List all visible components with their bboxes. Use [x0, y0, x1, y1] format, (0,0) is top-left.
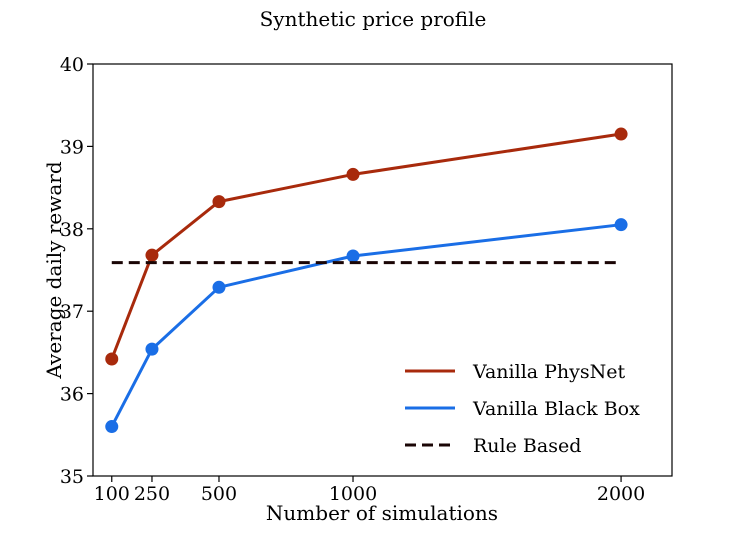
data-point-vanilla-physnet: [212, 195, 226, 209]
data-point-vanilla-physnet: [614, 127, 628, 141]
x-tick-label: 500: [201, 483, 237, 505]
x-tick-label: 100: [94, 483, 130, 505]
y-tick-label: 36: [60, 384, 84, 406]
y-tick-label: 35: [60, 466, 84, 488]
data-point-vanilla-black-box: [145, 342, 159, 356]
legend-label-vanilla-black-box: Vanilla Black Box: [472, 398, 640, 420]
plot-frame: [92, 63, 673, 477]
series-layer: [105, 127, 628, 434]
x-tick-label: 250: [134, 483, 170, 505]
x-axis-title: Number of simulations: [266, 501, 498, 525]
legend-label-rule-based: Rule Based: [473, 435, 581, 457]
legend: Vanilla PhysNet Vanilla Black Box Rule Bas…: [405, 361, 640, 457]
y-tick-label: 39: [60, 136, 84, 158]
data-point-vanilla-black-box: [212, 280, 226, 294]
data-point-vanilla-black-box: [614, 218, 628, 232]
data-point-vanilla-physnet: [145, 248, 159, 262]
x-axis: 100 250 500 1000 2000: [94, 476, 645, 505]
x-tick-label: 1000: [329, 483, 377, 505]
series-line-vanilla-black-box: [110, 223, 622, 428]
data-point-vanilla-physnet: [105, 352, 119, 366]
y-tick-label: 37: [60, 301, 84, 323]
series-line-vanilla-physnet: [110, 132, 622, 360]
legend-label-vanilla-physnet: Vanilla PhysNet: [472, 361, 626, 383]
x-tick-label: 2000: [597, 483, 645, 505]
y-axis-title: Average daily reward: [42, 161, 66, 379]
data-point-vanilla-black-box: [105, 420, 119, 434]
data-point-vanilla-physnet: [346, 167, 360, 181]
chart-title: Synthetic price profile: [260, 7, 487, 31]
data-point-vanilla-black-box: [346, 249, 360, 263]
y-tick-label: 40: [60, 54, 84, 76]
y-axis: 35 36 37 38 39 40: [60, 54, 93, 488]
y-tick-label: 38: [60, 219, 84, 241]
